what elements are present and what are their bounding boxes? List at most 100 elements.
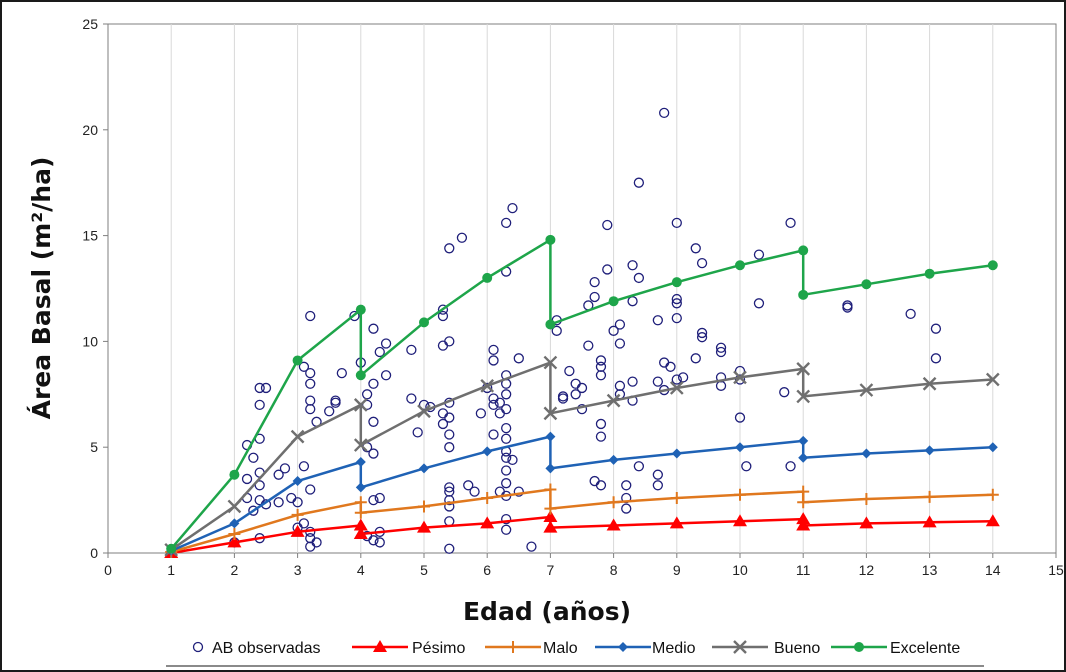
x-tick-label: 0 [104,562,112,578]
observed-point [374,346,385,358]
observed-point [368,494,379,506]
observed-point [488,429,499,440]
x-tick-label: 8 [610,562,618,578]
series-point [480,516,495,529]
observed-point [418,399,430,411]
observed-point [501,389,512,400]
observed-point [696,332,708,343]
series-point [545,463,556,474]
observed-point [564,365,575,377]
observed-point [361,389,373,400]
series-point [922,515,937,528]
series-point [798,435,809,446]
observed-point [557,393,569,404]
series-point [543,355,558,370]
series-point [733,514,747,527]
series-point [859,516,874,529]
observed-point [437,310,449,322]
series-point [417,404,431,419]
observed-point [336,367,347,379]
observed-point [368,378,379,389]
observed-point [677,372,689,383]
y-axis-title: Área Basal (m²/ha) [27,157,56,420]
legend-item-medio: Medio [595,640,696,657]
observed-point [374,537,385,548]
observed-point [260,382,272,394]
observed-point [671,374,682,385]
series-point [671,277,682,288]
observed-point [501,513,512,525]
observed-point [406,393,417,404]
series-medio [166,431,998,556]
observed-point [659,107,670,119]
series-point [545,319,556,330]
series-point [353,398,368,412]
observed-point [652,315,663,326]
series-point [355,304,366,315]
series-point [353,526,368,539]
series-point [228,527,241,540]
observed-point [741,461,752,472]
observed-point [930,353,942,364]
observed-point [494,397,505,408]
x-tick-label: 13 [922,562,938,578]
series-point [355,370,366,381]
legend: AB observadas Pésimo Malo Medio Bueno Excelen… [162,628,984,667]
plot-area [107,23,1057,554]
y-tick-label: 15 [82,228,98,244]
series-point [292,355,303,366]
series-point [354,496,367,509]
series-point [735,260,745,271]
observed-point [412,427,423,438]
x-tick-label: 9 [673,562,681,578]
legend-item-excelente: Excelente [831,640,960,657]
series-point [670,491,683,504]
observed-point [437,418,449,430]
observed-point [633,272,645,284]
series-point [481,491,494,504]
observed-point [734,412,746,423]
series-point [796,389,811,404]
series-point [797,496,810,509]
observed-point [621,480,632,491]
series-point [606,518,621,531]
observed-point [526,541,537,552]
observed-point [444,543,455,554]
observed-point [305,367,316,379]
observed-point [690,243,701,254]
series-point [671,448,682,459]
series-point [353,518,368,531]
series-point [796,512,811,525]
series-point [924,268,935,279]
observed-point [248,505,259,516]
series-pesimo [164,510,1000,558]
legend-marker [507,641,519,653]
observed-point [241,473,253,485]
observed-point [595,431,607,442]
observed-point [602,219,613,231]
observed-point [608,325,619,336]
observed-point [905,308,916,320]
series-point [798,245,809,256]
series-point [229,518,240,529]
legend-marker [373,640,387,652]
x-tick-label: 4 [357,562,365,578]
series-point [607,496,620,509]
legend-label: AB observadas [212,640,321,657]
observed-point [248,452,259,463]
series-point [986,488,999,501]
legend-label: Medio [652,640,696,657]
series-point [923,490,936,503]
series-point [353,438,368,452]
series-excelente [166,234,998,554]
observed-point [633,177,645,188]
observed-point [444,336,455,347]
legend-marker [733,640,747,654]
series-point [417,520,431,533]
series-point [987,442,998,453]
observed-point [488,344,499,356]
observed-point [589,291,600,303]
y-tick-label: 0 [90,545,98,561]
observed-point [583,340,594,351]
legend-label: Excelente [890,640,960,657]
